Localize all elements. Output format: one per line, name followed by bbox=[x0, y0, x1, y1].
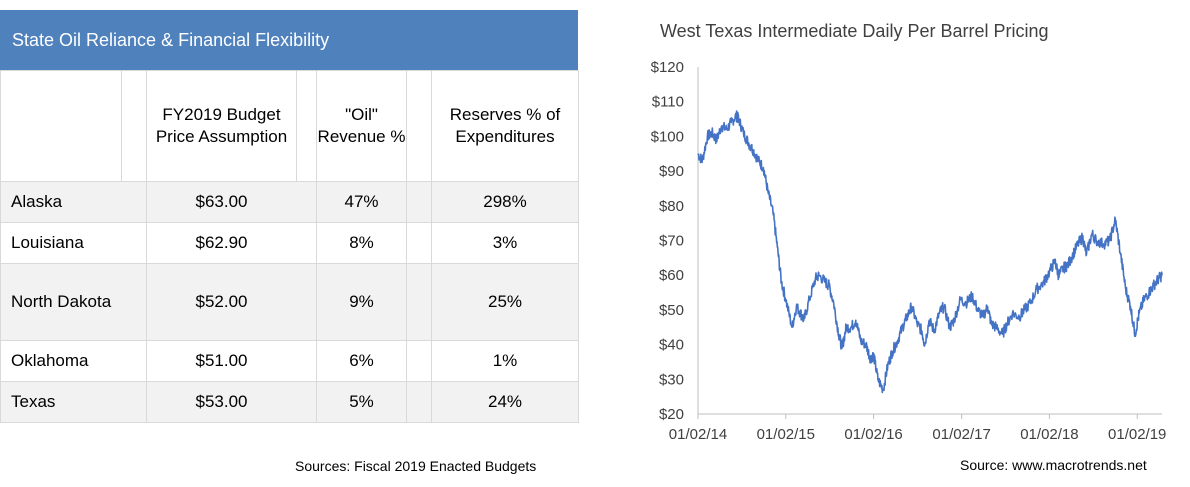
y-tick-label: $80 bbox=[659, 198, 684, 215]
y-tick-label: $70 bbox=[659, 233, 684, 250]
x-tick-label: 01/02/18 bbox=[1020, 426, 1078, 443]
table-row: Louisiana $62.90 8% 3% bbox=[0, 222, 579, 264]
chart-source-note: Source: www.macrotrends.net bbox=[960, 457, 1147, 473]
wti-price-chart: $20 $30 $40 $50 $60 $70 $80 $90 $100 $110 $120 01/… bbox=[651, 59, 1167, 443]
table-row: North Dakota $52.00 9% 25% bbox=[0, 263, 579, 341]
y-tick-label: $120 bbox=[651, 59, 684, 76]
reserves-cell: 298% bbox=[431, 181, 579, 223]
x-tick-label: 01/02/17 bbox=[932, 426, 990, 443]
x-tick-label: 01/02/19 bbox=[1108, 426, 1166, 443]
oil-reliance-table: FY2019 Budget Price Assumption "Oil" Rev… bbox=[0, 70, 579, 423]
state-cell: North Dakota bbox=[0, 263, 147, 341]
x-tick-label: 01/02/14 bbox=[669, 426, 727, 443]
oil-revenue-cell: 6% bbox=[316, 340, 407, 382]
state-cell: Oklahoma bbox=[0, 340, 147, 382]
column-header-price: FY2019 Budget Price Assumption bbox=[146, 70, 297, 182]
price-series-line bbox=[697, 110, 1163, 394]
oil-revenue-cell: 9% bbox=[316, 263, 407, 341]
price-cell: $52.00 bbox=[146, 263, 317, 341]
oil-revenue-cell: 8% bbox=[316, 222, 407, 264]
y-tick-label: $50 bbox=[659, 302, 684, 319]
chart-title: West Texas Intermediate Daily Per Barrel… bbox=[660, 21, 1049, 41]
state-cell: Texas bbox=[0, 381, 147, 423]
price-cell: $62.90 bbox=[146, 222, 317, 264]
oil-revenue-cell: 5% bbox=[316, 381, 407, 423]
table-row: Oklahoma $51.00 6% 1% bbox=[0, 340, 579, 382]
table-row: Texas $53.00 5% 24% bbox=[0, 381, 579, 423]
state-cell: Alaska bbox=[0, 181, 147, 223]
reserves-cell: 1% bbox=[431, 340, 579, 382]
y-tick-label: $20 bbox=[659, 406, 684, 423]
y-axis: $20 $30 $40 $50 $60 $70 $80 $90 $100 $110 $120 bbox=[651, 59, 699, 423]
table-source-note: Sources: Fiscal 2019 Enacted Budgets bbox=[295, 458, 537, 474]
y-tick-label: $110 bbox=[652, 94, 684, 111]
reserves-cell: 3% bbox=[431, 222, 579, 264]
state-cell: Louisiana bbox=[0, 222, 147, 264]
oil-reliance-table-panel: State Oil Reliance & Financial Flexibili… bbox=[0, 10, 579, 423]
x-axis: 01/02/14 01/02/15 01/02/16 01/02/17 01/02/18… bbox=[669, 413, 1166, 443]
y-tick-label: $60 bbox=[659, 267, 684, 284]
y-tick-label: $30 bbox=[659, 371, 684, 388]
column-header-oil-revenue: "Oil" Revenue % bbox=[316, 70, 407, 182]
x-tick-label: 01/02/15 bbox=[757, 426, 815, 443]
reserves-cell: 24% bbox=[431, 381, 579, 423]
table-row: Alaska $63.00 47% 298% bbox=[0, 181, 579, 223]
table-header-row: FY2019 Budget Price Assumption "Oil" Rev… bbox=[0, 70, 579, 182]
price-cell: $53.00 bbox=[146, 381, 317, 423]
oil-revenue-cell: 47% bbox=[316, 181, 407, 223]
reserves-cell: 25% bbox=[431, 263, 579, 341]
table-title: State Oil Reliance & Financial Flexibili… bbox=[0, 10, 578, 70]
y-tick-label: $100 bbox=[651, 128, 684, 145]
price-cell: $63.00 bbox=[146, 181, 317, 223]
price-cell: $51.00 bbox=[146, 340, 317, 382]
x-tick-label: 01/02/16 bbox=[844, 426, 902, 443]
y-tick-label: $90 bbox=[659, 163, 684, 180]
y-tick-label: $40 bbox=[659, 337, 684, 354]
plot-area bbox=[697, 110, 1163, 394]
column-header-reserves: Reserves % of Expenditures bbox=[431, 70, 579, 182]
